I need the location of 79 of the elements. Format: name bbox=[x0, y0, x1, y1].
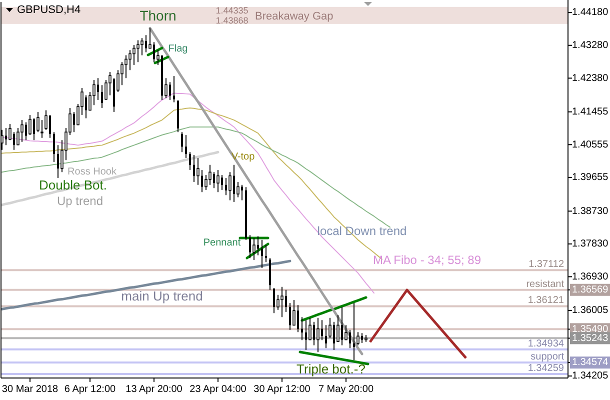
ref-line-label: support bbox=[530, 352, 564, 363]
candlestick bbox=[265, 244, 267, 263]
line-series bbox=[0, 260, 292, 310]
candlestick bbox=[124, 54, 128, 79]
candlestick bbox=[104, 79, 108, 101]
candlestick bbox=[136, 40, 140, 63]
candlestick bbox=[308, 317, 312, 341]
y-tick-label: 1.34574 bbox=[572, 357, 609, 368]
candlestick bbox=[208, 164, 212, 186]
band-label: Breakaway Gap bbox=[255, 10, 334, 22]
candlestick bbox=[40, 120, 44, 138]
candlestick bbox=[261, 239, 263, 268]
x-tick-label: 30 Apr 12:00 bbox=[254, 384, 311, 395]
candlestick bbox=[292, 300, 296, 326]
y-tick-label: 1.44180 bbox=[572, 7, 609, 18]
y-tick-label: 1.36569 bbox=[572, 284, 609, 296]
x-tick-label: 6 Apr 12:00 bbox=[64, 384, 116, 395]
annotation: 1.43868 bbox=[216, 15, 248, 26]
line-series bbox=[0, 150, 220, 206]
line-series bbox=[300, 296, 368, 322]
annotation: Ross Hook bbox=[68, 166, 118, 178]
ref-line-label: 1.36121 bbox=[528, 295, 564, 306]
ref-line-label: 1.34934 bbox=[528, 338, 564, 350]
x-tick-label: 7 May 20:00 bbox=[318, 384, 374, 395]
x-tick-label: 13 Apr 20:00 bbox=[126, 384, 183, 395]
candlestick bbox=[173, 75, 175, 103]
candlestick bbox=[316, 317, 320, 353]
candlestick bbox=[216, 169, 220, 193]
x-tick-label: 23 Apr 04:00 bbox=[190, 384, 247, 395]
annotation: Pennant bbox=[203, 238, 241, 249]
annotation: Thorn bbox=[140, 8, 176, 24]
candlestick bbox=[53, 132, 55, 162]
candlestick bbox=[36, 112, 40, 133]
candlestick bbox=[301, 316, 303, 341]
candlestick bbox=[16, 128, 20, 146]
candlestick bbox=[181, 132, 183, 153]
annotation: main Up trend bbox=[121, 288, 203, 304]
y-tick-label: 1.38730 bbox=[572, 206, 609, 217]
y-tick-label: 1.37830 bbox=[572, 238, 609, 250]
y-tick-label: 1.34205 bbox=[572, 370, 609, 382]
candlestick bbox=[44, 110, 48, 130]
line-series bbox=[2, 126, 390, 228]
candlestick bbox=[128, 50, 132, 71]
ref-line-label: 1.37112 bbox=[528, 259, 564, 270]
candlestick bbox=[336, 314, 340, 342]
candlestick bbox=[228, 172, 232, 201]
candlestick bbox=[20, 120, 24, 142]
x-tick-label: 30 Mar 2018 bbox=[2, 384, 59, 395]
y-tick-label: 1.43280 bbox=[572, 40, 609, 51]
annotation: Up trend bbox=[56, 194, 104, 208]
y-tick-label: 1.35243 bbox=[572, 332, 609, 344]
annotation: 1.44335 bbox=[216, 5, 248, 16]
annotation: V-top bbox=[231, 152, 256, 163]
candlestick bbox=[280, 286, 284, 318]
y-tick-label: 1.40555 bbox=[572, 139, 609, 150]
annotation: MA Fibo - 34; 55; 89 bbox=[372, 253, 482, 268]
annotation: Flag bbox=[168, 44, 188, 55]
y-tick-label: 1.39655 bbox=[572, 172, 609, 184]
y-tick-label: 1.41455 bbox=[572, 106, 609, 118]
y-tick-label: 1.35490 bbox=[572, 324, 609, 335]
y-tick-label: 1.42380 bbox=[572, 72, 609, 84]
y-tick-label: 1.36930 bbox=[572, 271, 609, 282]
annotation: Double Bot. bbox=[39, 177, 107, 192]
ref-line-label: 1.34259 bbox=[528, 363, 564, 374]
candlestick bbox=[8, 124, 12, 141]
candlestick bbox=[185, 134, 187, 158]
candlestick bbox=[132, 44, 136, 66]
y-tick-label: 1.36005 bbox=[572, 305, 609, 316]
candlestick bbox=[344, 324, 348, 341]
candlestick bbox=[252, 238, 256, 260]
candlestick bbox=[204, 174, 208, 190]
candlestick bbox=[28, 114, 32, 136]
candlestick bbox=[356, 332, 360, 346]
annotation: Triple bot.-? bbox=[296, 361, 366, 376]
candlestick bbox=[196, 157, 200, 186]
chart-title: GBPUSD,H4 bbox=[17, 4, 81, 16]
ref-line-label: resistant bbox=[526, 278, 564, 290]
candlestick bbox=[189, 152, 191, 170]
candlestick bbox=[140, 38, 144, 56]
